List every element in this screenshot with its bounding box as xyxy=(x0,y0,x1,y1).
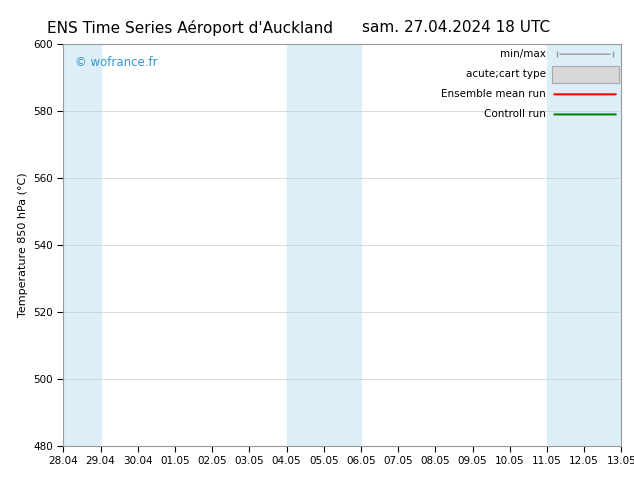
Text: min/max: min/max xyxy=(500,49,546,59)
Text: © wofrance.fr: © wofrance.fr xyxy=(75,56,157,69)
Text: sam. 27.04.2024 18 UTC: sam. 27.04.2024 18 UTC xyxy=(363,20,550,35)
Bar xyxy=(287,44,361,446)
Text: ENS Time Series Aéroport d'Auckland: ENS Time Series Aéroport d'Auckland xyxy=(47,20,333,36)
Bar xyxy=(63,44,101,446)
FancyBboxPatch shape xyxy=(552,66,619,83)
Text: acute;cart type: acute;cart type xyxy=(466,69,546,79)
Y-axis label: Temperature 850 hPa (°C): Temperature 850 hPa (°C) xyxy=(18,172,28,318)
Text: Controll run: Controll run xyxy=(484,109,546,120)
Text: Ensemble mean run: Ensemble mean run xyxy=(441,89,546,99)
Bar xyxy=(547,44,621,446)
